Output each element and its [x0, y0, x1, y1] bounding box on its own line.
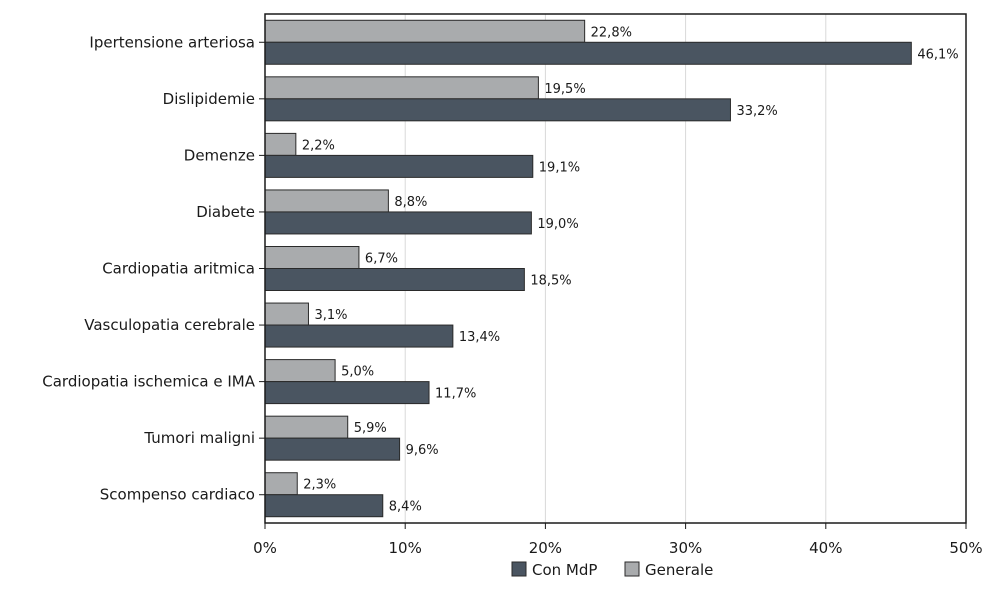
legend-label: Con MdP	[532, 561, 597, 579]
bar-generale	[264, 76, 539, 100]
bar-con-mdp	[264, 41, 912, 65]
legend: Con MdP Generale	[511, 561, 713, 579]
bar-generale	[264, 132, 297, 156]
bar-generale	[264, 359, 336, 383]
data-label: 5,9%	[354, 421, 387, 436]
legend-swatch	[624, 561, 640, 577]
data-label: 19,5%	[544, 82, 585, 97]
category-label: Ipertensione arteriosa	[89, 33, 255, 51]
data-label: 33,2%	[736, 104, 777, 119]
x-tick-label: 50%	[949, 539, 982, 557]
category-label: Tumori maligni	[143, 429, 255, 447]
bar-generale	[264, 246, 360, 269]
x-tick-label: 10%	[389, 539, 422, 557]
category-label: Cardiopatia aritmica	[102, 260, 255, 278]
bar-con-mdp	[264, 98, 731, 122]
category-label: Diabete	[196, 203, 255, 221]
legend-swatch	[511, 561, 527, 577]
data-label: 5,0%	[341, 365, 374, 380]
bar-con-mdp	[264, 154, 534, 178]
data-label: 2,3%	[303, 478, 336, 493]
category-label: Vasculopatia cerebrale	[84, 316, 255, 334]
bar-generale	[264, 472, 298, 496]
x-axis: 0% 10% 20% 30% 40% 50%	[253, 523, 983, 557]
data-label: 22,8%	[591, 25, 632, 40]
data-label: 9,6%	[406, 443, 439, 458]
data-label: 3,1%	[314, 308, 347, 323]
bar-con-mdp	[264, 494, 384, 518]
data-label: 2,2%	[302, 138, 335, 153]
category-label: Scompenso cardiaco	[100, 486, 255, 504]
data-label: 19,1%	[539, 160, 580, 175]
bar-con-mdp	[264, 381, 430, 405]
bar-generale	[264, 415, 349, 439]
category-label: Dislipidemie	[163, 90, 255, 108]
y-axis: Ipertensione arteriosa Dislipidemie Demenz…	[42, 33, 265, 504]
bar-con-mdp	[264, 211, 532, 235]
legend-label: Generale	[645, 561, 713, 579]
data-label: 8,8%	[394, 195, 427, 210]
category-label: Cardiopatia ischemica e IMA	[42, 373, 255, 391]
x-tick-label: 0%	[253, 539, 277, 557]
bar-generale	[264, 302, 309, 326]
bars-layer	[264, 19, 912, 518]
data-label: 19,0%	[537, 217, 578, 232]
data-label: 11,7%	[435, 387, 476, 402]
data-label: 13,4%	[459, 330, 500, 345]
category-label: Demenze	[184, 146, 255, 164]
data-label: 6,7%	[365, 252, 398, 267]
bar-generale	[264, 19, 586, 43]
data-label: 46,1%	[917, 47, 958, 62]
bar-generale	[264, 189, 389, 213]
data-label: 18,5%	[530, 274, 571, 289]
x-tick-label: 20%	[529, 539, 562, 557]
bar-con-mdp	[264, 324, 454, 348]
data-labels: 22,8% 46,1% 19,5% 33,2% 2,2% 19,1% 8,8% 19,0% 6,…	[302, 25, 959, 514]
x-tick-label: 30%	[669, 539, 702, 557]
bar-con-mdp	[264, 268, 525, 291]
x-tick-label: 40%	[809, 539, 842, 557]
data-label: 8,4%	[389, 500, 422, 515]
bar-con-mdp	[264, 437, 401, 461]
